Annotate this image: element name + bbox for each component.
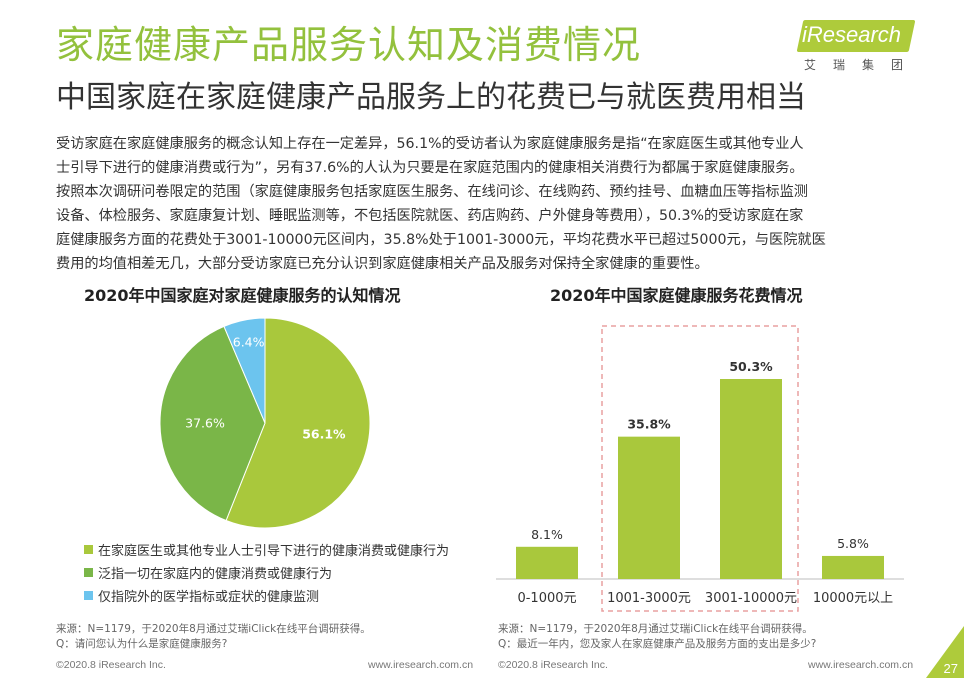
pie-slice xyxy=(159,325,266,522)
bar-question-note: Q：最近一年内，您及家人在家庭健康产品及服务方面的支出是多少? xyxy=(498,638,817,650)
bar xyxy=(720,379,782,579)
legend-swatch xyxy=(84,545,93,554)
legend-swatch xyxy=(84,568,93,577)
bar-value-label: 50.3% xyxy=(729,359,773,374)
pie-chart-title: 2020年中国家庭对家庭健康服务的认知情况 xyxy=(84,286,401,305)
page-subtitle: 中国家庭在家庭健康产品服务上的花费已与就医费用相当 xyxy=(56,80,806,115)
logo-subtext: 艾瑞集团 xyxy=(804,58,921,72)
pie-source-note: 来源：N=1179，于2020年8月通过艾瑞iClick在线平台调研获得。 xyxy=(56,623,371,635)
pie-slice xyxy=(223,317,266,424)
page-number: 27 xyxy=(943,661,958,676)
bar-category-label: 1001-3000元 xyxy=(607,591,691,606)
logo-text: iResearch xyxy=(802,22,902,47)
page-corner-decoration xyxy=(926,626,964,678)
summary-paragraph: 受访家庭在家庭健康服务的概念认知上存在一定差异，56.1%的受访者认为家庭健康服… xyxy=(56,132,916,276)
pie-slice xyxy=(225,317,371,529)
summary-line: 士引导下进行的健康消费或行为”，另有37.6%的人认为只要是在家庭范围内的健康相… xyxy=(56,160,804,176)
legend-label: 在家庭医生或其他专业人士引导下进行的健康消费或健康行为 xyxy=(98,544,450,559)
pie-slice-label: 56.1% xyxy=(302,426,346,441)
website-left: www.iresearch.com.cn xyxy=(368,659,474,671)
legend-item: 在家庭医生或其他专业人士引导下进行的健康消费或健康行为 xyxy=(84,538,449,561)
legend-item: 仅指院外的医学指标或症状的健康监测 xyxy=(84,584,449,607)
summary-line: 受访家庭在家庭健康服务的概念认知上存在一定差异，56.1%的受访者认为家庭健康服… xyxy=(56,136,804,152)
bar xyxy=(516,546,578,579)
legend-swatch xyxy=(84,591,93,600)
bar-value-label: 5.8% xyxy=(837,536,869,551)
bar-source-note: 来源：N=1179，于2020年8月通过艾瑞iClick在线平台调研获得。 xyxy=(498,623,813,635)
page-title: 家庭健康产品服务认知及消费情况 xyxy=(56,23,642,67)
copyright-right: ©2020.8 iResearch Inc. xyxy=(498,659,608,671)
highlight-box xyxy=(601,325,799,612)
legend-item: 泛指一切在家庭内的健康消费或健康行为 xyxy=(84,561,449,584)
bar-category-label: 10000元以上 xyxy=(813,591,893,606)
bar-category-label: 3001-10000元 xyxy=(705,591,797,606)
bar-value-label: 8.1% xyxy=(531,527,563,542)
summary-line: 费用的均值相差无几，大部分受访家庭已充分认识到家庭健康相关产品及服务对保持全家健… xyxy=(56,256,709,272)
bar-category-label: 0-1000元 xyxy=(517,591,576,606)
website-right: www.iresearch.com.cn xyxy=(808,659,914,671)
pie-question-note: Q：请问您认为什么是家庭健康服务? xyxy=(56,638,228,650)
copyright-left: ©2020.8 iResearch Inc. xyxy=(56,659,166,671)
iresearch-logo: iResearch 艾瑞集团 xyxy=(796,16,916,76)
pie-chart: 56.1% 37.6% 6.4% xyxy=(159,317,371,529)
bar-chart: 8.1% 0-1000元 35.8% 1001-3000元 50.3% 3001-1000… xyxy=(496,325,904,612)
bar xyxy=(822,555,884,579)
pie-slice-label: 6.4% xyxy=(233,335,265,350)
summary-line: 庭健康服务方面的花费处于3001-10000元区间内，35.8%处于1001-3… xyxy=(56,232,826,248)
pie-slice-label: 37.6% xyxy=(185,416,225,431)
legend-label: 仅指院外的医学指标或症状的健康监测 xyxy=(98,590,320,605)
bar xyxy=(618,436,680,579)
bar-value-label: 35.8% xyxy=(627,417,671,432)
summary-line: 设备、体检服务、家庭康复计划、睡眠监测等，不包括医院就医、药店购药、户外健身等费… xyxy=(56,208,804,224)
summary-line: 按照本次调研问卷限定的范围（家庭健康服务包括家庭医生服务、在线问诊、在线购药、预… xyxy=(56,184,808,200)
pie-legend: 在家庭医生或其他专业人士引导下进行的健康消费或健康行为 泛指一切在家庭内的健康消… xyxy=(84,538,449,607)
legend-label: 泛指一切在家庭内的健康消费或健康行为 xyxy=(98,567,333,582)
bar-chart-title: 2020年中国家庭健康服务花费情况 xyxy=(550,286,803,305)
